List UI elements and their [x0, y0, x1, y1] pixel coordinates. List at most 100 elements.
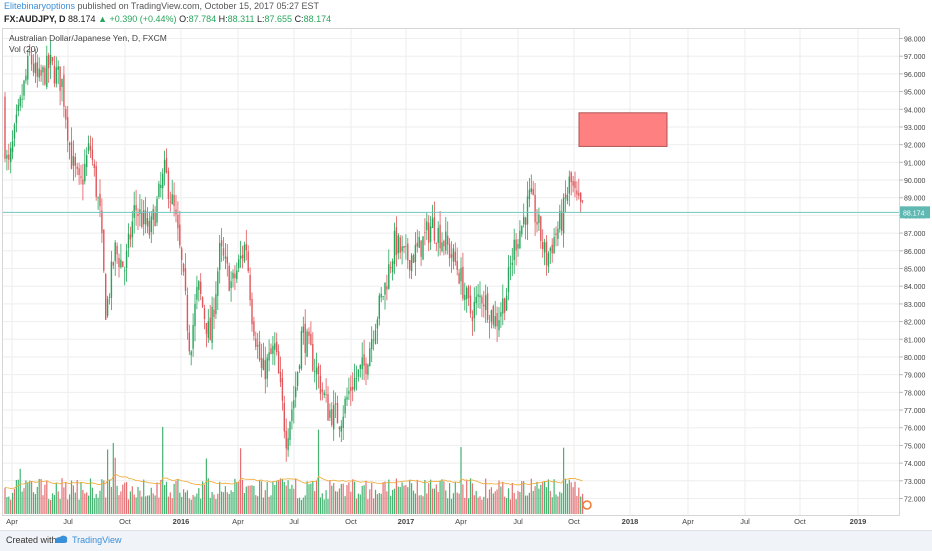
- volume-bar: [557, 496, 559, 514]
- volume-bar: [262, 497, 264, 514]
- candle-body: [570, 172, 572, 183]
- volume-bar: [122, 484, 124, 514]
- candle-body: [146, 218, 149, 227]
- volume-bar: [31, 481, 33, 514]
- volume-bar: [17, 479, 19, 514]
- volume-bar: [222, 492, 225, 514]
- candle-body: [13, 124, 16, 139]
- volume-bar: [238, 481, 240, 514]
- volume-bar: [192, 494, 194, 514]
- candle-body: [217, 271, 219, 296]
- candle-body: [302, 326, 304, 333]
- volume-bar: [367, 499, 369, 514]
- tradingview-logo-icon[interactable]: [54, 534, 68, 546]
- price-chart[interactable]: 98.000 97.000 96.000 95.000 94.000 93.000 92.0…: [0, 0, 932, 530]
- volume-bar: [540, 484, 542, 514]
- chart-legend: Australian Dollar/Japanese Yen, D, FXCM …: [9, 33, 167, 55]
- candle-body: [266, 357, 268, 379]
- volume-bar: [200, 498, 202, 514]
- candle-body: [270, 348, 272, 354]
- volume-bar: [95, 493, 97, 514]
- volume-bar: [205, 458, 207, 514]
- candle-body: [562, 197, 565, 234]
- volume-bar: [376, 494, 378, 514]
- volume-bar: [165, 481, 168, 514]
- volume-bar: [336, 491, 339, 514]
- candle-body: [545, 241, 548, 265]
- volume-bar: [392, 489, 394, 514]
- candle-body: [310, 333, 312, 346]
- candle-body: [532, 188, 534, 195]
- candle-body: [540, 216, 542, 241]
- volume-bar: [84, 493, 86, 514]
- volume-bar: [298, 497, 301, 514]
- chart-frame[interactable]: [2, 28, 900, 516]
- volume-bar: [466, 480, 468, 514]
- candle-body: [59, 66, 61, 91]
- candle-body: [502, 298, 504, 314]
- x-tick-label: Oct: [119, 517, 132, 526]
- candle-body: [452, 248, 455, 262]
- candle-body: [241, 254, 244, 259]
- candle-body: [559, 210, 561, 230]
- tradingview-brand[interactable]: TradingView: [72, 535, 122, 545]
- volume-bar: [359, 494, 361, 514]
- candle-body: [445, 231, 447, 251]
- volume-bar: [143, 479, 145, 514]
- volume-bar: [443, 481, 445, 514]
- candle-body: [51, 57, 54, 62]
- candle-body: [401, 246, 403, 252]
- candle-body: [447, 235, 449, 245]
- last-price: 88.174: [68, 14, 96, 24]
- candle-body: [144, 210, 147, 225]
- author-link[interactable]: Elitebinaryoptions: [4, 1, 76, 11]
- volume-bar: [513, 492, 515, 514]
- candle-body: [390, 267, 392, 269]
- volume-bar: [133, 494, 135, 514]
- volume-bar: [93, 498, 95, 514]
- volume-bar: [430, 479, 432, 514]
- candle-body: [369, 348, 371, 367]
- candle-body: [350, 387, 352, 392]
- volume-bar: [72, 485, 74, 514]
- volume-bar: [441, 479, 443, 514]
- volume-bar: [42, 495, 44, 514]
- candle-body: [203, 308, 206, 320]
- volume-bar: [55, 482, 57, 514]
- volume-bar: [213, 494, 215, 514]
- volume-bar: [445, 490, 447, 514]
- candle-body: [171, 194, 173, 204]
- volume-bar: [289, 488, 291, 514]
- volume-bar: [247, 485, 249, 514]
- volume-bar: [181, 496, 183, 514]
- volume-bar: [302, 497, 304, 514]
- volume-bar: [388, 479, 390, 514]
- candle-body: [574, 181, 576, 188]
- volume-bar: [460, 447, 462, 514]
- volume-bar: [399, 487, 401, 514]
- volume-bar: [566, 483, 568, 514]
- candle-body: [386, 286, 388, 290]
- volume-bar: [69, 494, 71, 514]
- volume-bar: [542, 482, 544, 514]
- candle-body: [167, 171, 170, 200]
- candle-body: [524, 217, 527, 225]
- volume-bar: [19, 468, 21, 514]
- candles: [4, 40, 584, 462]
- volume-bar: [97, 497, 99, 514]
- candle-body: [352, 386, 354, 390]
- candle-body: [137, 213, 139, 216]
- volume-bar: [266, 481, 268, 514]
- candle-body: [61, 78, 63, 87]
- candle-body: [160, 184, 162, 188]
- volume-bar: [203, 484, 206, 514]
- volume-bar: [390, 495, 392, 514]
- candle-body: [342, 416, 344, 429]
- volume-bar: [12, 492, 14, 514]
- candle-body: [272, 345, 274, 354]
- y-tick-label: 78.000: [904, 390, 926, 397]
- volume-bar: [221, 491, 223, 514]
- candle-body: [494, 316, 496, 327]
- volume-bar: [88, 495, 90, 514]
- candle-body: [131, 221, 133, 238]
